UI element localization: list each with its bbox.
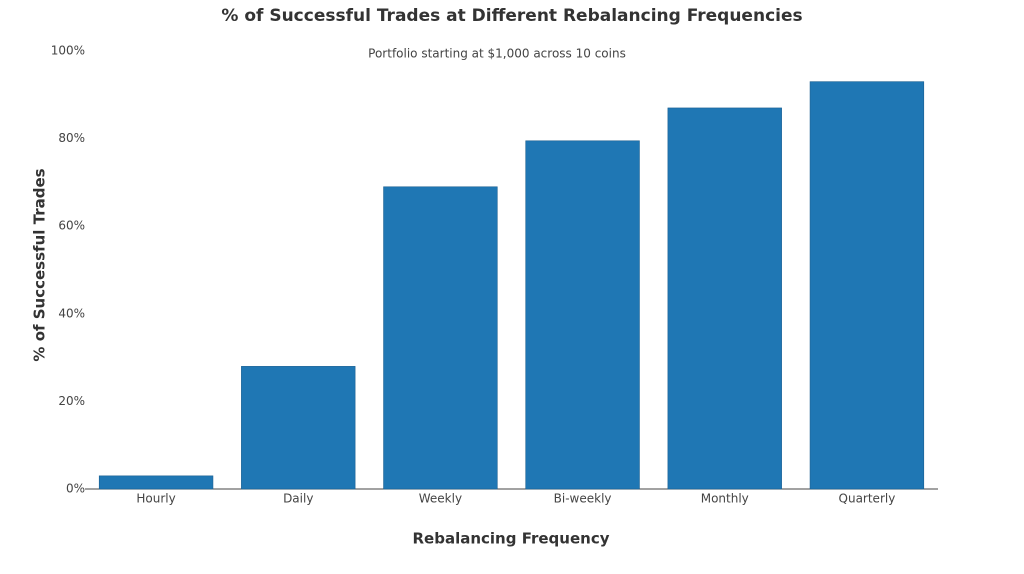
chart-title: % of Successful Trades at Different Reba… — [221, 6, 802, 26]
y-tick-label: 60% — [58, 219, 85, 233]
y-tick-label: 20% — [58, 394, 85, 408]
bar — [667, 107, 782, 490]
x-tick-label: Weekly — [419, 492, 462, 506]
chart-subtitle: Portfolio starting at $1,000 across 10 c… — [368, 47, 626, 61]
x-tick-label: Monthly — [701, 492, 749, 506]
x-tick-label: Quarterly — [839, 492, 896, 506]
bar — [241, 366, 356, 490]
bar — [525, 140, 640, 490]
bar — [383, 186, 498, 490]
y-axis-title: % of Successful Trades — [31, 168, 49, 361]
x-tick-label: Hourly — [136, 492, 175, 506]
y-tick-label: 100% — [51, 44, 85, 58]
bar — [98, 475, 214, 490]
y-tick-label: 40% — [58, 306, 85, 320]
x-tick-label: Daily — [283, 492, 313, 506]
bar — [809, 81, 925, 490]
y-tick-label: 80% — [58, 131, 85, 145]
x-tick-label: Bi-weekly — [554, 492, 612, 506]
y-tick-label: 0% — [66, 482, 85, 496]
x-axis-title: Rebalancing Frequency — [413, 530, 610, 548]
